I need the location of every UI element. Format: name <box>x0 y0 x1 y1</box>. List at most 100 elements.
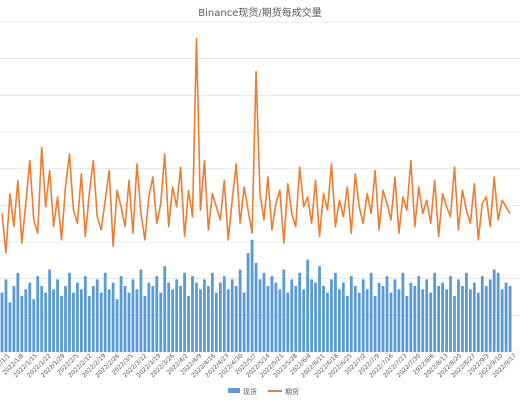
bar-spot <box>385 276 389 352</box>
bar-spot <box>421 289 425 352</box>
bar-spot <box>44 292 48 352</box>
bar-spot <box>504 282 508 352</box>
bar-spot <box>322 286 325 352</box>
bar-spot <box>167 282 171 352</box>
bar-spot <box>433 272 437 352</box>
bar-spot <box>238 269 242 352</box>
bar-spot <box>119 276 123 352</box>
bar-spot <box>163 266 167 352</box>
bar-spot <box>64 286 67 352</box>
bar-spot <box>76 282 79 352</box>
bar-spot <box>52 289 55 352</box>
bar-spot <box>492 269 496 352</box>
bar-spot <box>179 286 182 352</box>
bar-spot <box>8 302 12 352</box>
bar-spot <box>369 272 373 352</box>
bar-spot <box>0 292 4 352</box>
bar-spot <box>262 272 266 352</box>
bar-spot <box>83 276 87 352</box>
bar-spot <box>95 279 99 352</box>
bar-spot <box>365 289 369 352</box>
bar-spot <box>417 276 421 352</box>
bar-spot <box>56 279 59 352</box>
bar-spot <box>302 289 306 352</box>
bar-spot <box>508 286 512 352</box>
line-series-futures <box>1 37 511 254</box>
bar-spot <box>334 272 337 352</box>
bar-spot <box>353 286 357 352</box>
bar-spot <box>230 279 234 352</box>
bar-spot <box>183 272 186 352</box>
bar-spot <box>127 292 131 352</box>
bar-spot <box>266 286 270 352</box>
bar-spot <box>468 289 472 352</box>
bar-spot <box>437 286 441 352</box>
bar-spot <box>254 262 258 352</box>
bar-spot <box>99 292 103 352</box>
bar-spot <box>79 289 83 352</box>
bar-spot <box>409 282 413 352</box>
bar-spot <box>453 295 456 352</box>
bar-spot <box>441 282 444 352</box>
bar-spot <box>310 279 313 352</box>
bar-spot <box>393 279 397 352</box>
bar-spot <box>449 276 452 352</box>
bar-spot <box>401 272 405 352</box>
bar-spot <box>405 295 409 352</box>
bar-spot <box>87 295 91 352</box>
bar-spot <box>218 282 222 352</box>
bar-spot <box>250 239 254 352</box>
legend-swatch-spot <box>228 388 240 393</box>
bar-spot <box>282 269 286 352</box>
bar-spot <box>274 282 278 352</box>
bar-spot <box>480 276 484 352</box>
bar-spot <box>294 286 298 352</box>
legend-label-futures: 期货 <box>285 387 299 396</box>
bar-spot <box>147 282 151 352</box>
bar-spot <box>16 272 20 352</box>
bar-spot <box>210 272 214 352</box>
bar-spot <box>326 292 329 352</box>
bar-spot <box>488 279 492 352</box>
bar-spot <box>373 295 377 352</box>
bar-spot <box>203 279 206 352</box>
bar-spot <box>246 253 250 352</box>
bar-spot <box>341 282 345 352</box>
bar-spot <box>214 292 218 352</box>
bar-spot <box>20 295 24 352</box>
bar-spot <box>107 289 111 352</box>
bar-spot <box>500 289 504 352</box>
bar-spot <box>159 292 163 352</box>
legend: 现货 期货 <box>228 387 299 396</box>
bar-spot <box>496 272 500 352</box>
bar-spot <box>465 272 468 352</box>
bar-spot <box>234 286 238 352</box>
bar-spot <box>377 282 381 352</box>
bar-spot <box>103 272 107 352</box>
bar-spot <box>425 279 429 352</box>
bar-spot <box>139 269 143 352</box>
bar-spot <box>278 289 282 352</box>
bar-spot <box>187 295 190 352</box>
bar-spot <box>207 286 210 352</box>
bar-spot <box>338 289 341 352</box>
bar-spot <box>389 292 393 352</box>
bar-spot <box>72 292 75 352</box>
bar-spot <box>286 292 290 352</box>
bar-spot <box>155 276 159 352</box>
bar-spot <box>306 259 310 352</box>
bar-spot <box>40 286 44 352</box>
bar-spot <box>298 272 302 352</box>
bar-spot <box>413 286 417 352</box>
bar-spot <box>68 272 71 352</box>
bar-spot <box>318 266 321 352</box>
bar-spot <box>290 279 294 352</box>
bar-spot <box>195 282 198 352</box>
bar-spot <box>48 269 52 352</box>
bar-spot <box>28 282 32 352</box>
bar-spot <box>60 295 63 352</box>
bar-series-spot <box>0 239 512 352</box>
bar-spot <box>242 292 246 352</box>
bar-spot <box>258 279 262 352</box>
